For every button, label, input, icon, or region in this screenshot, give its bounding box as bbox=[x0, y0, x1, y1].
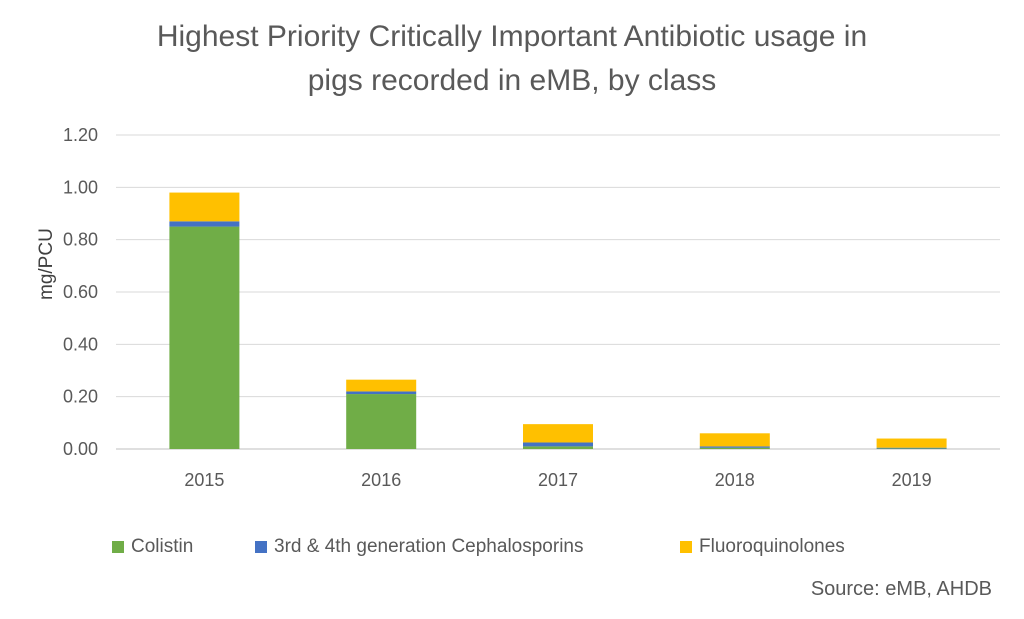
y-tick-label-0.00: 0.00 bbox=[63, 439, 98, 459]
legend-label-fluoroquinolones: Fluoroquinolones bbox=[699, 536, 845, 557]
legend-item-cephalosporins: 3rd & 4th generation Cephalosporins bbox=[255, 536, 583, 558]
source-note: Source: eMB, AHDB bbox=[810, 578, 992, 600]
bar-2017-fluoroquinolones bbox=[523, 424, 593, 443]
bar-2019-fluoroquinolones bbox=[876, 438, 947, 448]
chart-title-line-2: pigs recorded in eMB, by class bbox=[307, 64, 717, 97]
legend-item-colistin: Colistin bbox=[112, 536, 193, 558]
legend-label-cephalosporins: 3rd & 4th generation Cephalosporins bbox=[274, 536, 584, 557]
bar-2019-colistin bbox=[876, 448, 947, 449]
x-tick-label-2016: 2016 bbox=[361, 470, 401, 490]
y-tick-label-0.20: 0.20 bbox=[63, 387, 98, 407]
y-tick-label-0.60: 0.60 bbox=[63, 282, 98, 302]
y-tick-label-1.20: 1.20 bbox=[63, 125, 98, 145]
legend-swatch-colistin bbox=[112, 541, 124, 553]
bar-2017-3rd-4th-generation-cephalosporins bbox=[523, 442, 593, 447]
bar-2015-colistin bbox=[169, 226, 240, 449]
chart-title-line-1: Highest Priority Critically Important An… bbox=[156, 20, 868, 53]
y-tick-label-1.00: 1.00 bbox=[63, 177, 98, 197]
y-axis-label: mg/PCU bbox=[36, 228, 57, 300]
chart-legend: Colistin 3rd & 4th generation Cephalospo… bbox=[0, 536, 1024, 560]
bar-2015-fluoroquinolones bbox=[169, 192, 240, 222]
bar-2019-3rd-4th-generation-cephalosporins bbox=[876, 447, 947, 449]
bar-2016-3rd-4th-generation-cephalosporins bbox=[346, 391, 417, 395]
x-tick-label-2018: 2018 bbox=[715, 470, 755, 490]
bar-2018-3rd-4th-generation-cephalosporins bbox=[699, 446, 770, 448]
y-tick-label-0.40: 0.40 bbox=[63, 334, 98, 354]
legend-item-fluoroquinolones: Fluoroquinolones bbox=[680, 536, 845, 558]
bar-2015-3rd-4th-generation-cephalosporins bbox=[169, 221, 240, 227]
legend-swatch-fluoroquinolones bbox=[680, 541, 692, 553]
x-tick-label-2017: 2017 bbox=[538, 470, 578, 490]
bar-2017-colistin bbox=[523, 446, 593, 449]
y-tick-label-0.80: 0.80 bbox=[63, 230, 98, 250]
bar-2018-colistin bbox=[699, 447, 770, 449]
legend-label-colistin: Colistin bbox=[131, 536, 194, 557]
legend-swatch-cephalosporins bbox=[255, 541, 267, 553]
x-tick-label-2019: 2019 bbox=[892, 470, 932, 490]
x-tick-label-2015: 2015 bbox=[184, 470, 224, 490]
bar-2018-fluoroquinolones bbox=[699, 433, 770, 447]
bar-2016-colistin bbox=[346, 394, 417, 449]
bar-2016-fluoroquinolones bbox=[346, 379, 417, 392]
